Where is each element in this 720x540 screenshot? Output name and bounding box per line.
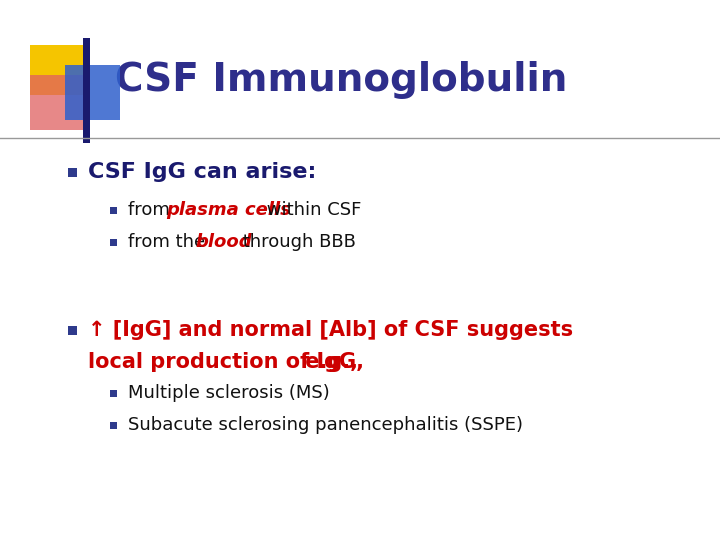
Bar xyxy=(30,75,85,130)
Text: through BBB: through BBB xyxy=(237,233,356,251)
Bar xyxy=(110,390,117,397)
Bar xyxy=(110,422,117,429)
Bar xyxy=(65,65,120,120)
Text: plasma cells: plasma cells xyxy=(166,201,291,219)
Bar xyxy=(68,326,77,335)
Bar xyxy=(110,239,117,246)
Bar xyxy=(83,38,90,143)
Bar xyxy=(110,207,117,214)
Text: e.g.,: e.g., xyxy=(298,352,358,372)
Text: CSF Immunoglobulin: CSF Immunoglobulin xyxy=(115,61,567,99)
Text: Multiple sclerosis (MS): Multiple sclerosis (MS) xyxy=(128,384,330,402)
Text: from: from xyxy=(128,201,176,219)
Text: within CSF: within CSF xyxy=(261,201,361,219)
Text: blood: blood xyxy=(195,233,251,251)
Text: Subacute sclerosing panencephalitis (SSPE): Subacute sclerosing panencephalitis (SSP… xyxy=(128,416,523,434)
Bar xyxy=(30,45,85,95)
Text: local production of IgG,: local production of IgG, xyxy=(88,352,364,372)
Text: CSF IgG can arise:: CSF IgG can arise: xyxy=(88,162,316,182)
Text: ↑ [IgG] and normal [Alb] of CSF suggests: ↑ [IgG] and normal [Alb] of CSF suggests xyxy=(88,320,573,340)
Bar xyxy=(68,168,77,177)
Text: from the: from the xyxy=(128,233,211,251)
